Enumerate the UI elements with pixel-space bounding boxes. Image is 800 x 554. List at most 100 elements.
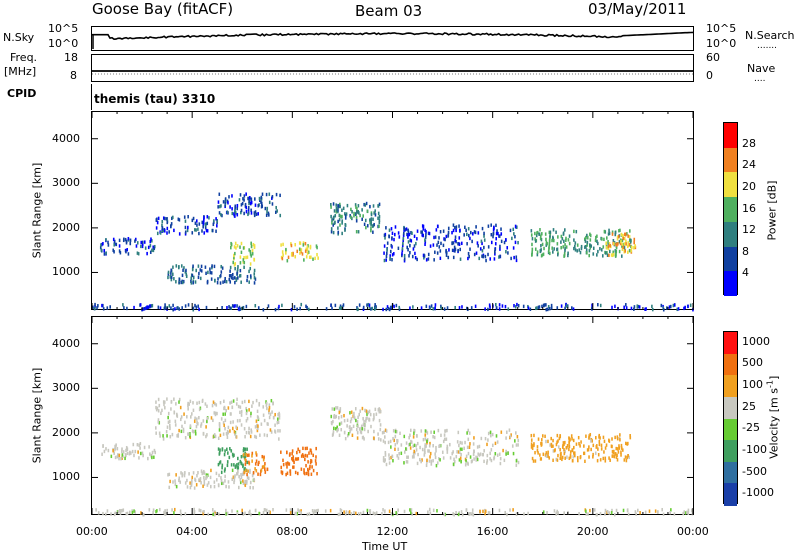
data-cell (604, 446, 607, 450)
data-cell (234, 214, 236, 218)
data-cell (608, 228, 610, 233)
data-cell (455, 510, 457, 515)
nsearch-tick-low: 10^0 (706, 37, 737, 50)
data-cell (568, 234, 571, 238)
data-cell (421, 447, 424, 452)
data-cell (550, 436, 552, 441)
data-cell (289, 508, 292, 512)
cpid-marker (91, 84, 92, 110)
data-cell (337, 203, 339, 208)
data-cell (194, 432, 197, 436)
data-cell (354, 407, 357, 411)
data-cell (242, 453, 245, 457)
data-cell (219, 400, 222, 405)
data-cell (94, 306, 96, 311)
data-cell (466, 306, 468, 311)
data-cell (538, 305, 541, 309)
data-cell (452, 255, 455, 260)
data-cell (305, 471, 308, 476)
data-cell (127, 252, 130, 256)
data-cell (536, 306, 538, 310)
data-cell (604, 251, 607, 255)
data-cell (355, 418, 357, 423)
data-cell (155, 400, 157, 404)
data-cell (187, 403, 189, 408)
data-cell (433, 435, 436, 440)
data-cell (279, 213, 282, 218)
data-cell (344, 212, 346, 216)
data-cell (594, 451, 597, 455)
data-cell (249, 509, 251, 514)
data-cell (333, 407, 336, 411)
data-cell (231, 211, 234, 216)
data-cell (544, 453, 547, 457)
data-cell (452, 450, 454, 454)
data-cell (268, 403, 271, 407)
data-cell (364, 419, 367, 423)
data-cell (270, 398, 273, 403)
data-cell (174, 482, 177, 487)
data-cell (620, 254, 623, 258)
data-cell (344, 228, 346, 232)
data-cell (233, 475, 236, 480)
data-cell (138, 443, 140, 447)
data-cell (478, 444, 481, 449)
data-cell (215, 217, 217, 221)
data-cell (253, 213, 256, 218)
data-cell (505, 430, 508, 434)
data-cell (552, 438, 554, 443)
data-cell (248, 408, 250, 412)
data-cell (599, 511, 602, 516)
data-cell (545, 243, 548, 247)
data-cell (170, 222, 173, 226)
data-cell (331, 221, 333, 225)
data-cell (357, 230, 360, 234)
data-cell (446, 450, 449, 454)
data-cell (186, 228, 189, 233)
data-band-3 (167, 468, 256, 490)
data-cell (387, 440, 390, 445)
data-cell (229, 280, 232, 284)
data-cell (343, 413, 345, 418)
data-cell (559, 456, 562, 461)
data-cell (557, 511, 559, 515)
data-cell (182, 427, 185, 432)
data-cell (198, 478, 200, 482)
data-cell (492, 234, 494, 239)
y-tick-label-1: 2000 (52, 220, 80, 234)
data-cell (168, 304, 171, 308)
data-cell (534, 450, 536, 455)
data-cell (429, 306, 432, 310)
data-cell (597, 241, 599, 246)
data-cell (553, 449, 556, 453)
data-cell (206, 416, 209, 421)
data-cell (391, 231, 394, 235)
data-cell (234, 432, 236, 436)
data-cell (180, 512, 182, 517)
data-cell (622, 448, 624, 452)
data-cell (182, 268, 184, 272)
data-cell (171, 216, 173, 221)
data-cell (598, 439, 601, 444)
data-cell (219, 448, 221, 452)
data-cell (306, 446, 308, 451)
data-cell (374, 209, 376, 213)
data-cell (254, 210, 257, 214)
data-cell (429, 441, 431, 446)
data-cell (618, 240, 621, 244)
data-cell (129, 241, 132, 246)
data-cell (517, 438, 520, 443)
y-tick-label-0: 1000 (52, 470, 80, 484)
data-cell (613, 454, 616, 459)
data-cell (306, 245, 309, 249)
data-cell (604, 512, 606, 516)
data-cell (441, 450, 444, 454)
data-cell (239, 268, 242, 273)
data-cell (226, 511, 229, 516)
data-cell (408, 254, 410, 258)
data-cell (115, 443, 117, 447)
data-cell (447, 226, 450, 231)
data-cell (308, 512, 311, 516)
data-cell (232, 399, 235, 403)
data-cell (627, 250, 629, 254)
